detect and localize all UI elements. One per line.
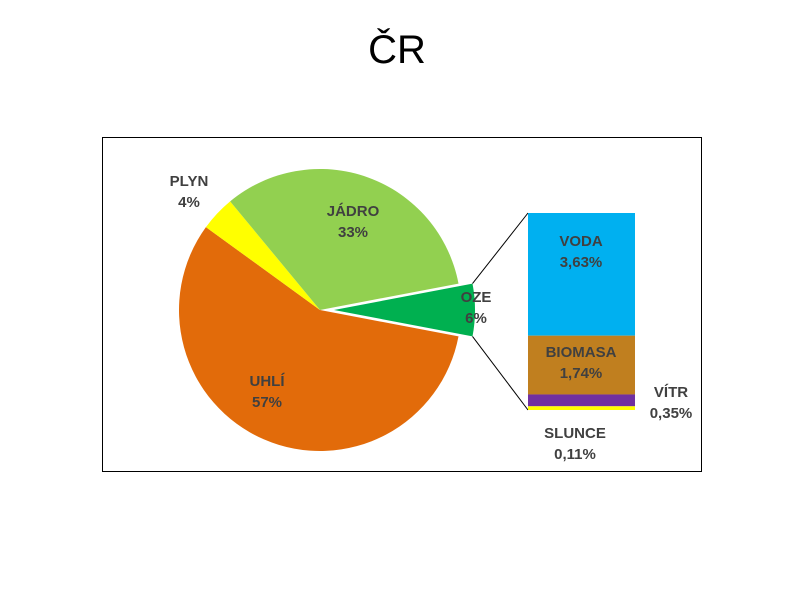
bar-segment-biomasa xyxy=(528,335,635,395)
stacked-bar-chart xyxy=(528,213,635,410)
data-labels: UHLÍ 57% PLYN 4% JÁDRO 33% OZE 6% VODA 3,63% BIOMA… xyxy=(170,173,693,463)
pie-slice-jadro xyxy=(230,169,459,310)
bar-segment-vitr xyxy=(528,394,635,407)
pie-slice-plyn xyxy=(205,201,320,310)
pie-label-oze: OZE 6% xyxy=(461,289,492,327)
bar-label-biomasa: BIOMASA 1,74% xyxy=(546,344,617,382)
bar-segment-voda xyxy=(528,213,635,336)
pie-label-plyn: PLYN 4% xyxy=(170,173,209,211)
bar-label-voda: VODA 3,63% xyxy=(559,233,603,271)
pie-label-uhli: UHLÍ 57% xyxy=(250,373,286,411)
pie-chart xyxy=(179,169,475,451)
connector-line-bottom xyxy=(472,336,529,411)
pie-slice-uhli xyxy=(179,227,459,451)
slide-title: ČR xyxy=(368,28,426,72)
connector-line-top xyxy=(472,212,529,284)
connector-lines xyxy=(472,212,529,411)
chart-frame: UHLÍ 57% PLYN 4% JÁDRO 33% OZE 6% VODA 3,63% BIOMA… xyxy=(102,137,702,472)
pie-label-jadro: JÁDRO 33% xyxy=(327,203,380,241)
bar-segment-slunce xyxy=(528,406,635,410)
pie-slice-oze xyxy=(334,283,475,337)
energy-mix-chart: UHLÍ 57% PLYN 4% JÁDRO 33% OZE 6% VODA 3,63% BIOMA… xyxy=(170,169,693,463)
bar-label-slunce: SLUNCE 0,11% xyxy=(544,425,606,463)
bar-label-vitr: VÍTR 0,35% xyxy=(650,384,693,422)
